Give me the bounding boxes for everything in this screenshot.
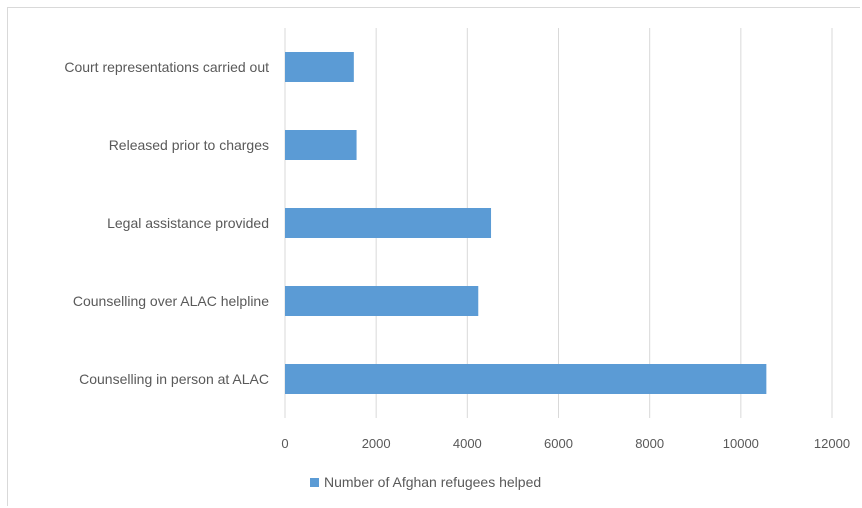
category-label: Counselling in person at ALAC bbox=[79, 371, 269, 387]
x-tick-label: 2000 bbox=[362, 436, 391, 451]
category-label: Released prior to charges bbox=[109, 137, 269, 153]
x-tick-label: 0 bbox=[281, 436, 288, 451]
category-label: Court representations carried out bbox=[64, 59, 269, 75]
bar bbox=[285, 52, 354, 82]
category-labels: Counselling in person at ALAC Counselling… bbox=[64, 59, 269, 387]
bar bbox=[285, 130, 357, 160]
legend-label: Number of Afghan refugees helped bbox=[324, 474, 541, 490]
x-tick-label: 4000 bbox=[453, 436, 482, 451]
bar bbox=[285, 364, 767, 394]
chart-frame bbox=[7, 7, 860, 506]
bars bbox=[285, 52, 767, 394]
x-tick-label: 6000 bbox=[544, 436, 573, 451]
category-label: Counselling over ALAC helpline bbox=[73, 293, 269, 309]
x-axis-ticks: 0 2000 4000 6000 8000 10000 12000 bbox=[281, 436, 850, 451]
category-label: Legal assistance provided bbox=[107, 215, 269, 231]
legend-swatch bbox=[310, 478, 319, 487]
legend: Number of Afghan refugees helped bbox=[310, 474, 541, 490]
x-tick-label: 10000 bbox=[723, 436, 759, 451]
bar bbox=[285, 286, 479, 316]
x-tick-label: 8000 bbox=[635, 436, 664, 451]
bar bbox=[285, 208, 492, 238]
x-tick-label: 12000 bbox=[814, 436, 850, 451]
